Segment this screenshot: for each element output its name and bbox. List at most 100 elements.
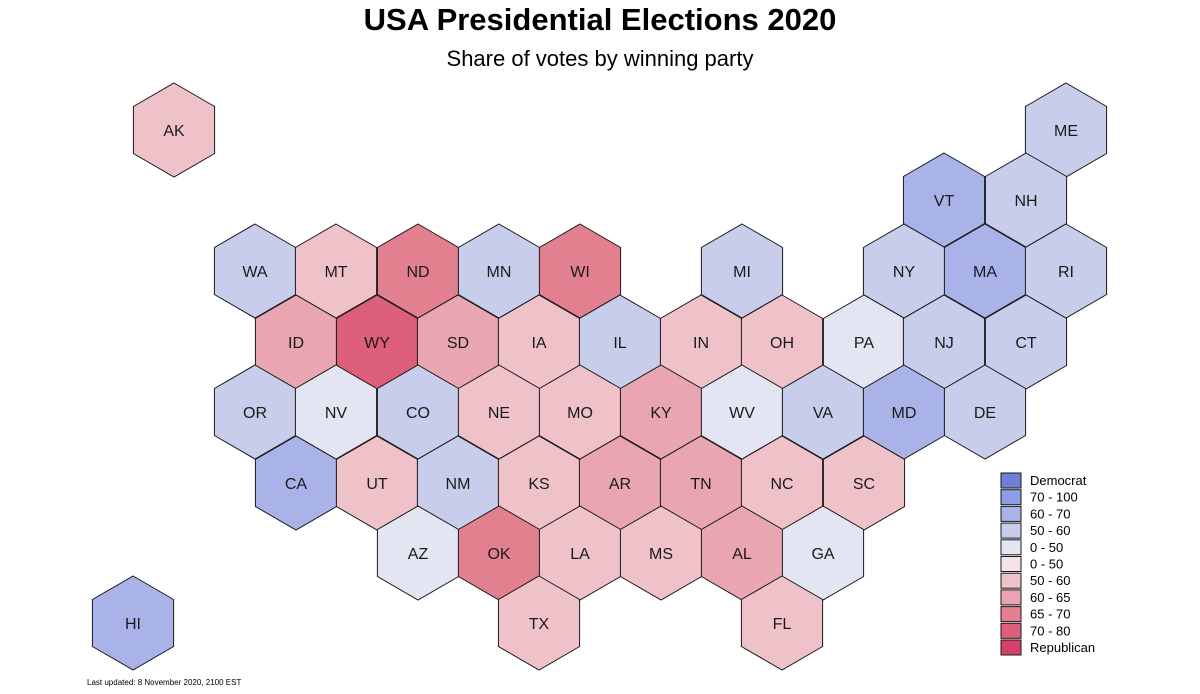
state-hex-id: ID <box>254 294 338 390</box>
state-label: KS <box>528 476 549 493</box>
state-label: WA <box>242 264 268 281</box>
state-label: FL <box>773 616 792 633</box>
state-label: RI <box>1058 264 1074 281</box>
legend-label: 65 - 70 <box>1030 607 1070 622</box>
legend-swatch <box>1000 589 1022 606</box>
state-hex-nv: NV <box>294 364 378 460</box>
last-updated-note: Last updated: 8 November 2020, 2100 EST <box>87 678 242 687</box>
state-hex-ar: AR <box>578 435 662 531</box>
state-label: NE <box>488 405 510 422</box>
state-hex-vt: VT <box>902 152 986 248</box>
chart-title: USA Presidential Elections 2020 <box>363 2 837 37</box>
legend-swatch <box>1000 522 1022 539</box>
state-label: GA <box>811 546 834 563</box>
state-label: OR <box>243 405 267 422</box>
legend-swatch <box>1000 505 1022 522</box>
hex-shape <box>943 364 1027 460</box>
legend-swatch <box>1000 472 1022 489</box>
legend-swatch <box>1000 489 1022 506</box>
state-label: NJ <box>934 335 954 352</box>
state-hex-fl: FL <box>740 575 824 671</box>
state-label: NM <box>446 476 471 493</box>
state-label: WI <box>570 264 590 281</box>
legend-label: 70 - 80 <box>1030 623 1070 638</box>
state-label: TN <box>690 476 711 493</box>
state-label: SC <box>853 476 875 493</box>
legend-swatch <box>1000 622 1022 639</box>
state-hex-ok: OK <box>457 505 541 601</box>
state-label: VA <box>813 405 833 422</box>
state-hex-ca: CA <box>254 435 338 531</box>
legend-label: Democrat <box>1030 473 1087 488</box>
state-hex-mt: MT <box>294 223 378 319</box>
legend-label: 70 - 100 <box>1030 490 1078 505</box>
legend-label: 50 - 60 <box>1030 523 1070 538</box>
legend-label: 0 - 50 <box>1030 540 1063 555</box>
state-hex-tx: TX <box>497 575 581 671</box>
legend-label: 0 - 50 <box>1030 557 1063 572</box>
state-label: PA <box>854 335 874 352</box>
state-hex-nh: NH <box>984 152 1068 248</box>
state-label: CA <box>285 476 308 493</box>
hex-shape <box>132 82 216 178</box>
state-label: ME <box>1054 123 1078 140</box>
legend-label: Republican <box>1030 640 1095 655</box>
legend-swatch <box>1000 539 1022 556</box>
state-hex-pa: PA <box>822 294 906 390</box>
state-label: IA <box>531 335 546 352</box>
state-label: MO <box>567 405 593 422</box>
legend-swatch <box>1000 572 1022 589</box>
state-label: WV <box>729 405 755 422</box>
legend-swatch <box>1000 606 1022 623</box>
state-hex-ct: CT <box>984 294 1068 390</box>
state-label: CO <box>406 405 430 422</box>
state-label: NC <box>770 476 793 493</box>
state-label: DE <box>974 405 996 422</box>
state-label: AK <box>163 123 185 140</box>
state-label: IN <box>693 335 709 352</box>
state-label: MN <box>487 264 512 281</box>
hex-shape <box>91 575 175 671</box>
state-hex-az: AZ <box>376 505 460 601</box>
state-hex-va: VA <box>781 364 865 460</box>
state-label: MD <box>892 405 917 422</box>
state-label: VT <box>934 193 955 210</box>
state-label: HI <box>125 616 141 633</box>
state-hex-mi: MI <box>700 223 784 319</box>
hex-layer: AK ME VT NH WA MT ND MN WI MI NY MA RI ID WY SD IA IL IN OH… <box>91 82 1108 671</box>
state-hex-de: DE <box>943 364 1027 460</box>
state-label: ID <box>288 335 304 352</box>
state-hex-hi: HI <box>91 575 175 671</box>
state-label: NH <box>1014 193 1037 210</box>
state-label: MA <box>973 264 997 281</box>
state-label: OH <box>770 335 794 352</box>
state-label: AZ <box>408 546 429 563</box>
legend-label: 60 - 70 <box>1030 506 1070 521</box>
state-label: LA <box>570 546 590 563</box>
legend-swatch <box>1000 639 1022 656</box>
state-label: MT <box>324 264 347 281</box>
state-label: MS <box>649 546 673 563</box>
state-hex-wy: WY <box>335 294 419 390</box>
state-label: KY <box>650 405 672 422</box>
legend-swatch <box>1000 556 1022 572</box>
state-label: NV <box>325 405 348 422</box>
state-hex-or: OR <box>213 364 297 460</box>
state-hex-ri: RI <box>1024 223 1108 319</box>
state-label: NY <box>893 264 916 281</box>
state-label: WY <box>364 335 390 352</box>
state-label: SD <box>447 335 469 352</box>
state-label: TX <box>529 616 550 633</box>
state-label: OK <box>487 546 510 563</box>
state-hex-ak: AK <box>132 82 216 178</box>
state-label: IL <box>613 335 626 352</box>
state-hex-wv: WV <box>700 364 784 460</box>
legend-label: 60 - 65 <box>1030 590 1070 605</box>
state-label: ND <box>406 264 429 281</box>
state-label: AL <box>732 546 752 563</box>
state-hex-ia: IA <box>497 294 581 390</box>
legend-label: 50 - 60 <box>1030 573 1070 588</box>
chart-subtitle: Share of votes by winning party <box>446 46 754 71</box>
state-label: AR <box>609 476 631 493</box>
